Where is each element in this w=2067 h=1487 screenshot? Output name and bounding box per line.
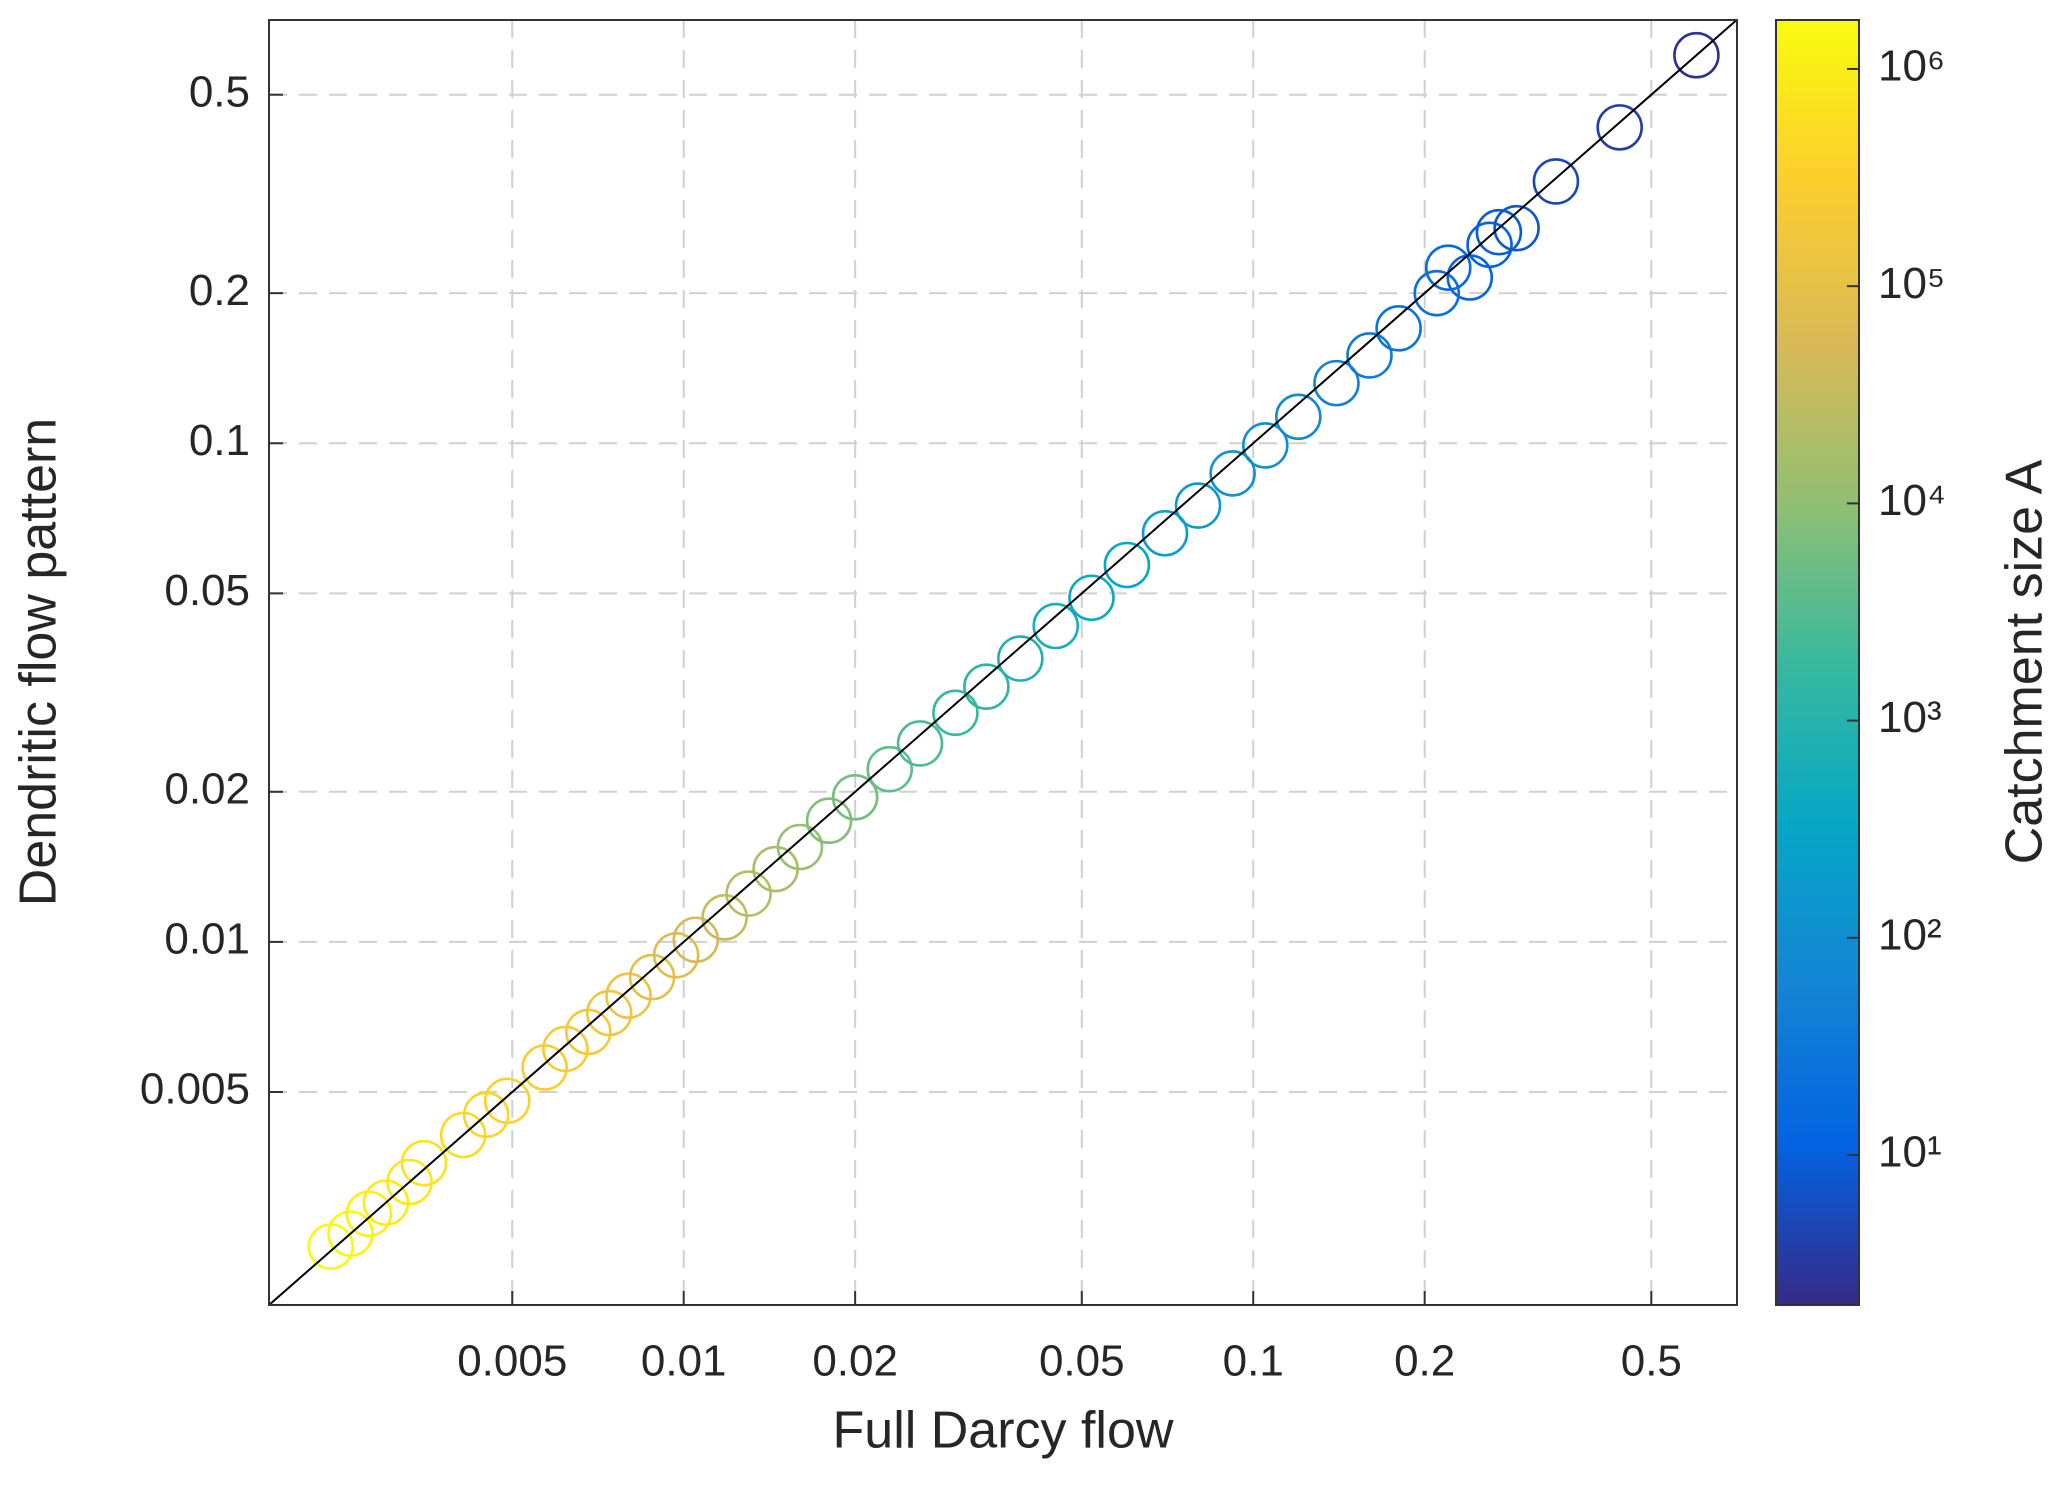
x-tick-label: 0.5: [1621, 1337, 1682, 1386]
axes-frame: [268, 19, 1738, 1306]
colorbar-tick-label: 10⁴: [1878, 476, 1946, 525]
point: [1275, 393, 1322, 441]
point: [725, 870, 772, 917]
point: [1596, 104, 1643, 151]
point: [652, 932, 700, 979]
point: [1242, 422, 1289, 469]
point: [1174, 482, 1222, 529]
point: [672, 916, 720, 964]
point: [776, 823, 824, 871]
x-axis-label: Full Darcy flow: [833, 1402, 1174, 1460]
point: [1375, 305, 1422, 352]
point: [1141, 509, 1189, 557]
colorbar-tick-label: 10²: [1878, 910, 1942, 959]
x-tick-label: 0.2: [1394, 1337, 1455, 1386]
point: [1068, 574, 1115, 622]
point: [1103, 541, 1151, 589]
y-tick-label: 0.02: [164, 764, 250, 813]
point: [1424, 244, 1472, 291]
x-tick-label: 0.1: [1223, 1337, 1284, 1386]
point: [1673, 31, 1720, 79]
y-tick-label: 0.01: [164, 915, 250, 964]
point: [896, 720, 944, 767]
x-tick-label: 0.01: [641, 1337, 727, 1386]
point: [542, 1025, 589, 1073]
x-tick-label: 0.02: [812, 1337, 898, 1386]
point: [1413, 269, 1461, 317]
colorbar-tick-label: 10³: [1878, 693, 1942, 742]
colorbar-tick-label: 10¹: [1878, 1128, 1942, 1177]
point: [400, 1139, 448, 1187]
x-tick-label: 0.05: [1039, 1337, 1125, 1386]
point: [1346, 332, 1393, 379]
point: [362, 1179, 410, 1226]
point: [1466, 221, 1513, 269]
y-tick-label: 0.5: [189, 67, 250, 116]
point: [585, 989, 633, 1037]
point: [483, 1077, 531, 1125]
point: [1032, 602, 1080, 650]
point: [963, 663, 1010, 710]
colorbar-tick-label: 10⁵: [1878, 259, 1945, 308]
y-axis-label: Dendritic flow pattern: [10, 418, 68, 906]
point: [605, 972, 652, 1020]
y-tick-label: 0.05: [164, 566, 250, 615]
point: [701, 894, 748, 941]
point: [932, 689, 979, 737]
point: [345, 1190, 393, 1238]
point: [327, 1210, 374, 1257]
point: [805, 797, 853, 845]
y-tick-label: 0.005: [140, 1065, 250, 1114]
point: [831, 773, 879, 821]
colorbar-tick-label: 10⁶: [1878, 42, 1945, 91]
point: [1209, 450, 1256, 497]
y-tick-label: 0.2: [189, 266, 250, 315]
point: [866, 745, 914, 793]
point: [1532, 158, 1580, 205]
point: [1313, 359, 1360, 407]
identity-line: [268, 19, 1738, 1306]
point: [997, 635, 1044, 682]
x-tick-label: 0.005: [457, 1337, 567, 1386]
y-tick-label: 0.1: [189, 416, 250, 465]
point: [1493, 204, 1540, 252]
point: [386, 1158, 433, 1206]
colorbar-label: Catchment size A: [1996, 459, 2054, 864]
colorbar: [1775, 19, 1860, 1306]
point: [1475, 208, 1523, 256]
